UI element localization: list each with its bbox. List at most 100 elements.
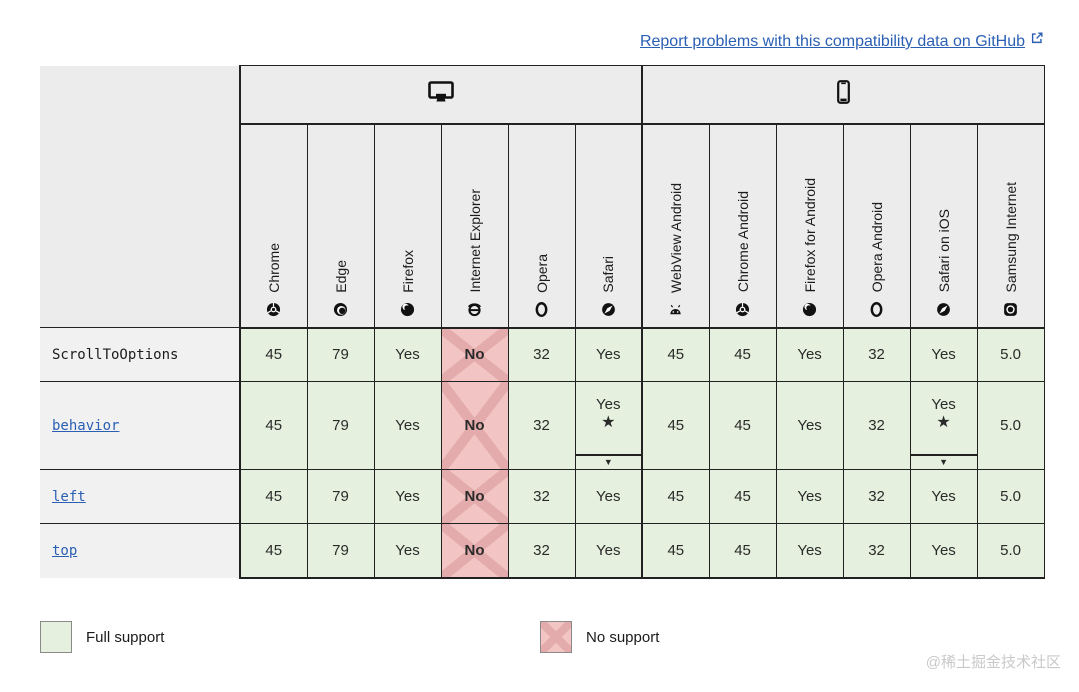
support-cell-scrolltooptions-samsung-internet: 5.0 bbox=[976, 327, 1045, 382]
support-cell-behavior-firefox: Yes bbox=[373, 381, 441, 470]
report-problems-link[interactable]: Report problems with this compatibility … bbox=[639, 31, 1044, 51]
support-cell-behavior-safari-on-ios[interactable]: Yes ★ ▼ bbox=[909, 381, 978, 470]
support-value: 45 bbox=[667, 541, 685, 559]
support-value: Yes bbox=[797, 541, 822, 559]
table-row-top: top 45 79 Yes No 32 Yes 45 45 Yes 32 Yes 5.0 bbox=[40, 523, 1045, 579]
support-cell-left-chrome-android: 45 bbox=[708, 469, 777, 524]
support-cell-scrolltooptions-firefox: Yes bbox=[373, 327, 441, 382]
legend-item-no-support: No support bbox=[540, 621, 659, 653]
support-value: 45 bbox=[265, 346, 283, 364]
support-value: 45 bbox=[734, 541, 751, 559]
browser-name-label: Opera Android bbox=[868, 202, 885, 293]
support-cell-left-opera-android: 32 bbox=[842, 469, 911, 524]
support-cell-top-safari-on-ios: Yes bbox=[909, 523, 978, 579]
browser-header-chrome: Chrome bbox=[239, 123, 307, 329]
row-link-top[interactable]: top bbox=[52, 542, 78, 559]
support-value: 5.0 bbox=[1000, 346, 1022, 364]
browser-header-webview-android: WebView Android bbox=[641, 123, 710, 329]
support-cell-top-edge: 79 bbox=[306, 523, 374, 579]
browser-header-edge: Edge bbox=[306, 123, 374, 329]
support-value: 5.0 bbox=[1000, 488, 1022, 505]
support-cell-scrolltooptions-chrome-android: 45 bbox=[708, 327, 777, 382]
support-cell-top-opera: 32 bbox=[507, 523, 575, 579]
row-label-scrolltooptions: ScrollToOptions bbox=[40, 327, 241, 382]
support-value: Yes bbox=[596, 346, 621, 364]
support-cell-scrolltooptions-webview-android: 45 bbox=[641, 327, 710, 382]
browser-name-label: Chrome bbox=[265, 242, 282, 293]
browser-header-firefox-for-android: Firefox for Android bbox=[775, 123, 844, 329]
support-cell-left-firefox: Yes bbox=[373, 469, 441, 524]
browser-name-label: Edge bbox=[332, 259, 349, 293]
browser-header-chrome-android: Chrome Android bbox=[708, 123, 777, 329]
mobile-group-header bbox=[642, 65, 1045, 125]
report-problems-link-label: Report problems with this compatibility … bbox=[639, 33, 1025, 50]
browser-name-label: Safari bbox=[600, 255, 617, 293]
note-toggle-triangle-icon[interactable]: ▼ bbox=[575, 453, 642, 469]
support-value: 45 bbox=[667, 488, 685, 505]
support-cell-top-opera-android: 32 bbox=[842, 523, 911, 579]
support-cell-top-samsung-internet: 5.0 bbox=[976, 523, 1045, 579]
browser-header-opera-android: Opera Android bbox=[842, 123, 911, 329]
edge-icon bbox=[333, 302, 348, 317]
support-value: 32 bbox=[868, 417, 885, 434]
compatibility-table: Chrome Edge Firefox Internet Explorer Opera S… bbox=[40, 65, 1045, 579]
support-value: 79 bbox=[332, 488, 349, 505]
browser-name-label: WebView Android bbox=[667, 182, 684, 293]
support-cell-left-safari-on-ios: Yes bbox=[909, 469, 978, 524]
support-value: Yes bbox=[931, 395, 956, 413]
support-cell-top-chrome: 45 bbox=[239, 523, 307, 579]
support-value: No bbox=[464, 346, 485, 364]
row-link-left[interactable]: left bbox=[52, 488, 86, 505]
support-value: 32 bbox=[868, 346, 885, 364]
support-value: Yes bbox=[931, 488, 956, 505]
support-value: Yes bbox=[596, 541, 621, 559]
samsung-internet-icon bbox=[1003, 302, 1018, 317]
support-value: Yes bbox=[797, 488, 822, 505]
support-cell-scrolltooptions-safari: Yes bbox=[574, 327, 643, 382]
support-value: No bbox=[464, 417, 485, 434]
browser-header-samsung-internet: Samsung Internet bbox=[976, 123, 1045, 329]
support-cell-behavior-samsung-internet: 5.0 bbox=[976, 381, 1045, 470]
desktop-group-header bbox=[238, 65, 644, 125]
legend-label: Full support bbox=[86, 628, 165, 646]
browser-header-internet-explorer: Internet Explorer bbox=[440, 123, 508, 329]
support-cell-behavior-webview-android: 45 bbox=[641, 381, 710, 470]
support-value: 45 bbox=[734, 417, 751, 434]
internet-explorer-icon bbox=[467, 302, 482, 317]
support-cell-top-safari: Yes bbox=[574, 523, 643, 579]
support-value: 32 bbox=[868, 541, 885, 559]
support-cell-behavior-internet-explorer: No bbox=[440, 381, 508, 470]
support-cell-scrolltooptions-edge: 79 bbox=[306, 327, 374, 382]
chrome-icon bbox=[266, 302, 281, 317]
browser-name-label: Samsung Internet bbox=[1002, 181, 1019, 293]
support-value: Yes bbox=[395, 488, 420, 505]
browser-header-opera: Opera bbox=[507, 123, 575, 329]
support-cell-left-safari: Yes bbox=[574, 469, 643, 524]
note-toggle-triangle-icon[interactable]: ▼ bbox=[910, 453, 977, 469]
mobile-icon bbox=[836, 79, 850, 108]
support-cell-behavior-safari[interactable]: Yes ★ ▼ bbox=[574, 381, 643, 470]
browser-name-label: Internet Explorer bbox=[466, 189, 483, 293]
safari-icon bbox=[601, 302, 616, 317]
full-support-swatch-icon bbox=[40, 621, 72, 653]
support-value: 79 bbox=[332, 417, 349, 434]
browser-header-safari: Safari bbox=[574, 123, 643, 329]
support-value: Yes bbox=[931, 541, 956, 559]
support-value: No bbox=[464, 541, 485, 559]
browser-name-label: Firefox for Android bbox=[801, 178, 818, 293]
browser-header-safari-on-ios: Safari on iOS bbox=[909, 123, 978, 329]
support-cell-scrolltooptions-firefox-for-android: Yes bbox=[775, 327, 844, 382]
support-cell-scrolltooptions-internet-explorer: No bbox=[440, 327, 508, 382]
support-value: 32 bbox=[868, 488, 885, 505]
legend-label: No support bbox=[586, 628, 660, 646]
support-value: Yes bbox=[395, 417, 420, 434]
support-value: 45 bbox=[667, 417, 685, 434]
safari-ios-icon bbox=[936, 302, 951, 317]
support-value: 32 bbox=[533, 488, 550, 505]
support-value: 45 bbox=[734, 346, 751, 364]
support-cell-behavior-opera: 32 bbox=[507, 381, 575, 470]
external-link-icon bbox=[1030, 31, 1044, 50]
support-cell-left-edge: 79 bbox=[306, 469, 374, 524]
row-link-behavior[interactable]: behavior bbox=[52, 417, 120, 434]
chrome-android-icon bbox=[735, 302, 750, 317]
